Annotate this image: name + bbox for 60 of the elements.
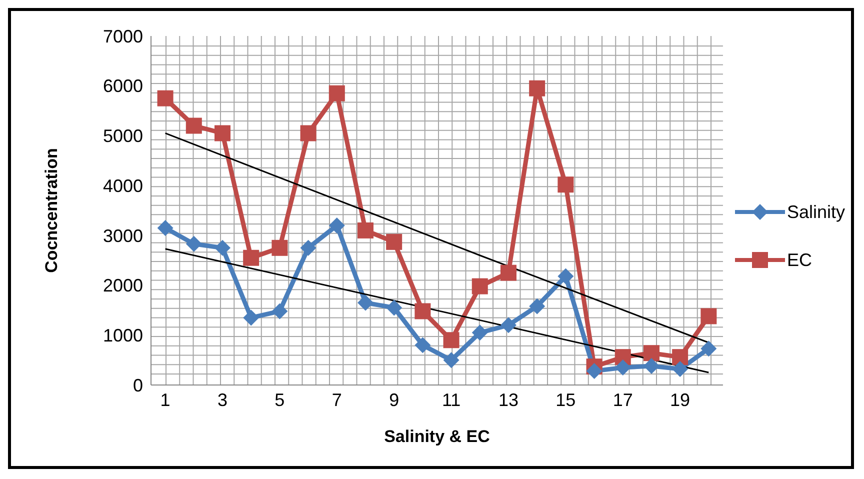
x-tick-label: 9 [389,390,400,410]
y-tick-label: 6000 [102,76,143,96]
point [443,352,460,368]
x-tick-label: 17 [612,390,633,410]
point [414,337,431,354]
point [272,303,288,320]
x-tick-label: 13 [498,390,518,410]
point [157,90,174,106]
point [529,298,546,314]
x-tick-label: 15 [556,390,576,410]
point [386,300,402,316]
point [700,308,717,324]
point [614,360,631,376]
point [186,236,202,252]
point [500,264,516,281]
point [472,324,488,341]
point [443,332,460,348]
point [529,80,546,96]
y-tick-label: 5000 [102,126,143,146]
point [643,345,660,362]
y-tick-label: 1000 [102,326,143,346]
point [558,268,574,284]
x-tick-label: 1 [160,390,170,410]
point [214,240,230,256]
legend-label: Salinity [786,200,845,224]
point [328,85,345,102]
point [672,361,688,378]
y-tick-label: 0 [132,375,143,396]
point [300,240,316,256]
x-axis-title: Salinity & EC [384,427,490,446]
point [243,250,260,266]
y-axis-title: Cocncentration [42,148,62,273]
y-tick-label: 4000 [102,176,143,196]
point [357,294,374,311]
y-tick-label: 7000 [102,26,143,46]
point [414,303,431,320]
x-tick-label: 5 [274,390,285,410]
point [500,317,516,334]
point [386,234,402,250]
legend-label: EC [786,248,812,272]
point [700,340,717,357]
x-tick-label: 3 [217,390,228,410]
point [243,310,260,326]
point [272,240,288,256]
point [157,220,174,236]
point [472,278,488,294]
point [558,176,574,193]
point [357,222,374,238]
point [214,125,230,142]
x-tick-label: 7 [332,390,342,410]
point [643,358,660,374]
point [186,118,202,134]
point [586,363,602,380]
y-tick-label: 3000 [102,226,143,246]
point [672,349,688,366]
x-tick-label: 19 [670,390,690,410]
x-tick-label: 11 [442,390,461,410]
point [300,125,316,142]
y-tick-label: 2000 [102,276,143,296]
point [328,217,345,234]
